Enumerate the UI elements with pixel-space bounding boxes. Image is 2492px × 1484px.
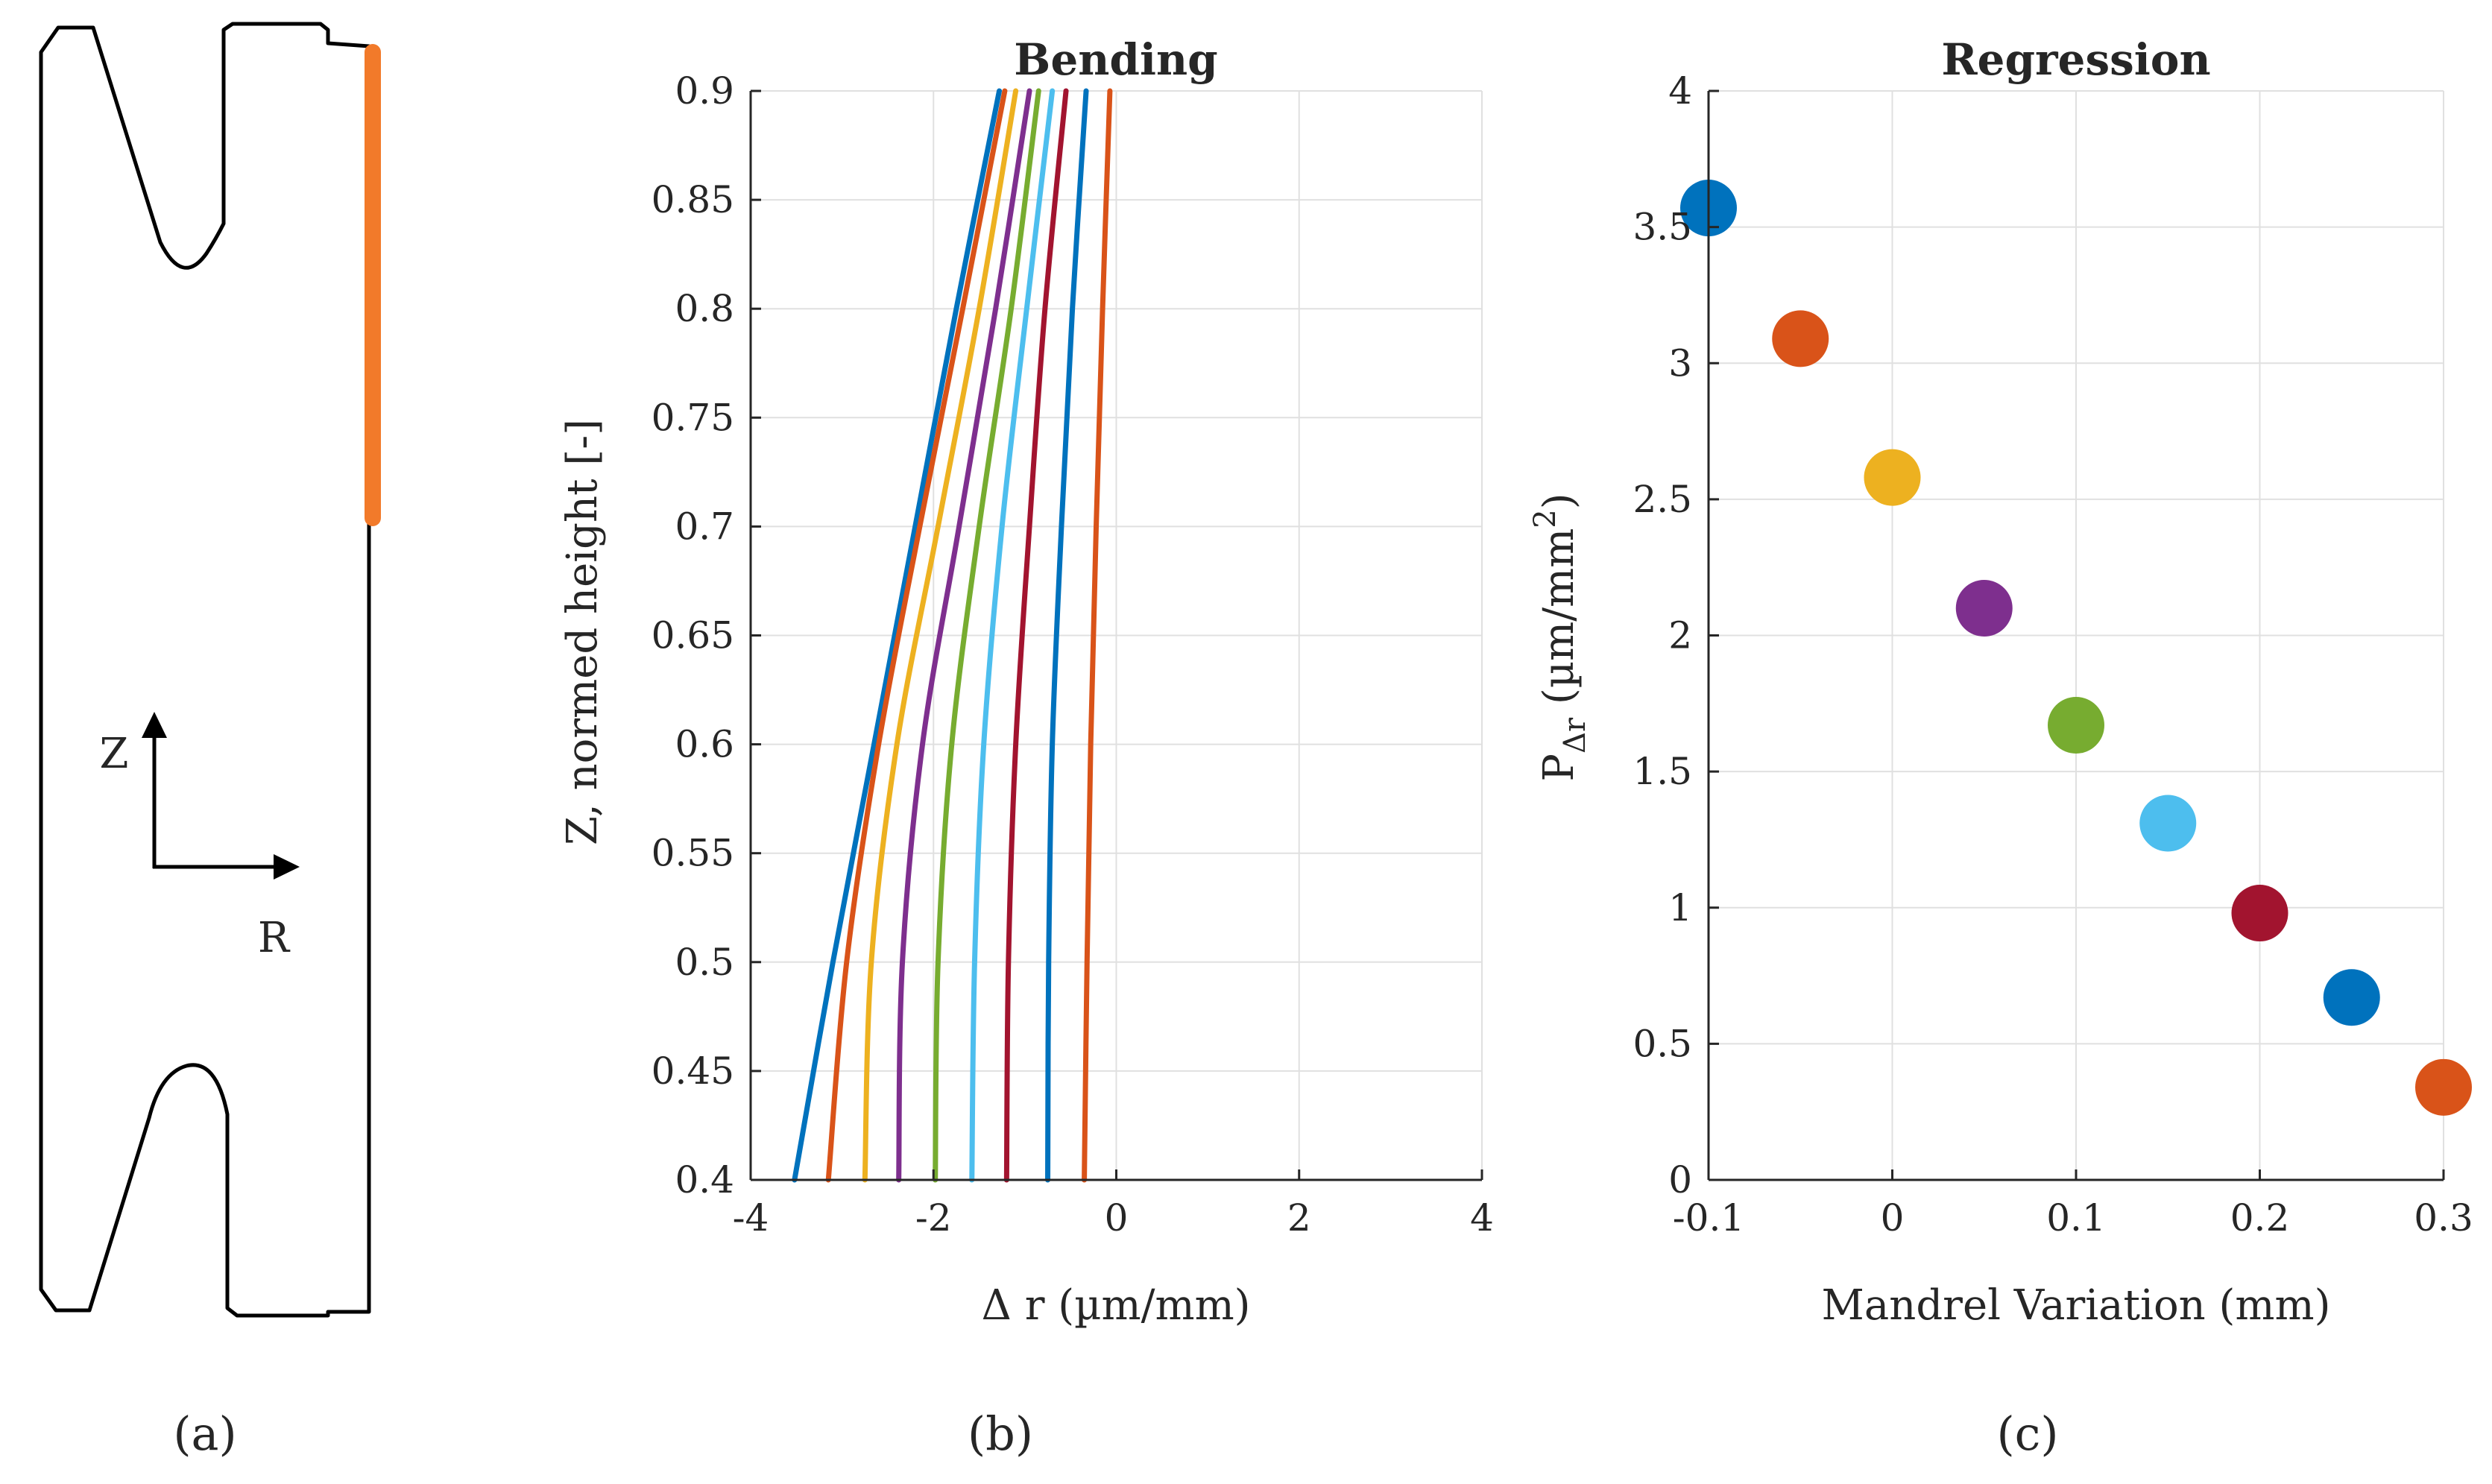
bending-y-tick-label: 0.9 [675, 69, 734, 113]
regression-y-tick-label: 0 [1668, 1158, 1692, 1202]
regression-x-axis-label: Mandrel Variation (mm) [1822, 1281, 2331, 1330]
z-arrow-head-icon [142, 712, 167, 738]
bending-y-tick-label: 0.7 [675, 505, 734, 548]
regression-point-3 [1864, 449, 1921, 506]
bending-y-tick-label: 0.75 [652, 396, 734, 439]
ylabel-superscript: 2 [1528, 509, 1562, 528]
bending-x-tick-label: 2 [1287, 1196, 1311, 1240]
regression-y-axis-label: PΔr (µm/mm2) [1528, 493, 1592, 781]
regression-axes [1707, 89, 2445, 1181]
bending-x-tick-label: -4 [733, 1196, 769, 1240]
bending-y-axis-label: Z, normed height [-] [558, 419, 607, 845]
regression-point-5 [2048, 697, 2104, 754]
bending-y-tick-label: 0.65 [652, 614, 734, 657]
regression-point-9 [2415, 1058, 2472, 1116]
regression-tick-labels: -0.1 0 0.1 0.2 0.300.511.522.533.54 [1633, 69, 2473, 1240]
ylabel-units: (µm/mm [1535, 528, 1583, 718]
bending-series-line-9 [1082, 88, 1113, 1183]
regression-point-2 [1772, 310, 1829, 367]
regression-y-tick-label: 1 [1668, 886, 1692, 929]
mandrel-profile-icon [39, 22, 371, 1318]
regression-x-tick-label: -0.1 [1673, 1196, 1744, 1240]
bending-series-line-5 [933, 88, 1041, 1183]
regression-y-tick-label: 2.5 [1633, 478, 1692, 521]
ylabel-subscript: Δr [1558, 717, 1592, 754]
r-arrow-head-icon [274, 854, 300, 880]
bending-series-line-4 [896, 88, 1032, 1183]
bending-series-line-3 [862, 88, 1019, 1183]
bending-series-line-6 [969, 88, 1056, 1183]
bending-x-axis-label: Δ r (µm/mm) [981, 1281, 1250, 1330]
regression-y-tick-label: 4 [1668, 69, 1692, 113]
bending-series-line-2 [825, 88, 1008, 1183]
bending-grid [750, 90, 1483, 1181]
ylabel-main: P [1535, 754, 1583, 782]
regression-chart: -0.1 0 0.1 0.2 0.300.511.522.533.54 Regressi… [1528, 34, 2473, 1461]
regression-point-4 [1955, 579, 2013, 637]
regression-y-tick-label: 3 [1668, 341, 1692, 385]
bending-y-tick-label: 0.4 [675, 1158, 734, 1202]
bending-series-line-7 [1003, 88, 1069, 1183]
bending-y-tick-label: 0.6 [675, 723, 734, 766]
regression-point-7 [2231, 885, 2288, 942]
regression-x-tick-label: 0.3 [2414, 1196, 2473, 1240]
bending-title: Bending [1014, 34, 1217, 85]
ylabel-close: ) [1535, 493, 1583, 509]
regression-title: Regression [1941, 34, 2210, 85]
bending-series-line-8 [1045, 88, 1089, 1183]
bending-x-tick-label: -2 [915, 1196, 952, 1240]
regression-y-tick-label: 2 [1668, 614, 1692, 657]
bending-y-tick-label: 0.55 [652, 832, 734, 875]
panel-a-caption: (a) [173, 1406, 236, 1461]
z-axis-label: Z [100, 730, 129, 778]
panel-b-caption: (b) [968, 1406, 1033, 1461]
bending-series-group [792, 88, 1113, 1183]
panel-a-sketch: Z R (a) [39, 22, 381, 1461]
bending-chart: -4 -2 0 2 4 0.4 0.45 0.5 0.55 0.6 0.65 0.7 0.75 0.8 0.… [558, 34, 1494, 1461]
bending-series-line-1 [792, 88, 1003, 1183]
regression-x-tick-label: 0 [1881, 1196, 1905, 1240]
regression-x-tick-label: 0.2 [2230, 1196, 2290, 1240]
bending-y-tick-label: 0.85 [652, 178, 734, 221]
regression-y-tick-label: 3.5 [1633, 206, 1692, 249]
regression-y-tick-label: 0.5 [1633, 1022, 1692, 1065]
bending-y-tick-label: 0.8 [675, 287, 734, 330]
bending-x-tick-label: 0 [1105, 1196, 1129, 1240]
panel-c-caption: (c) [1996, 1406, 2058, 1461]
bending-y-tick-label: 0.5 [675, 941, 734, 984]
bending-axes [749, 89, 1483, 1181]
bending-tick-labels: -4 -2 0 2 4 0.4 0.45 0.5 0.55 0.6 0.65 0.7 0.75 0.8 0.… [652, 69, 1494, 1240]
regression-y-tick-label: 1.5 [1633, 750, 1692, 793]
bending-x-tick-label: 4 [1470, 1196, 1494, 1240]
r-axis-label: R [258, 914, 291, 962]
regression-x-tick-label: 0.1 [2046, 1196, 2106, 1240]
regression-point-6 [2139, 795, 2197, 852]
bending-y-tick-label: 0.45 [652, 1049, 734, 1093]
regression-point-8 [2323, 969, 2380, 1026]
